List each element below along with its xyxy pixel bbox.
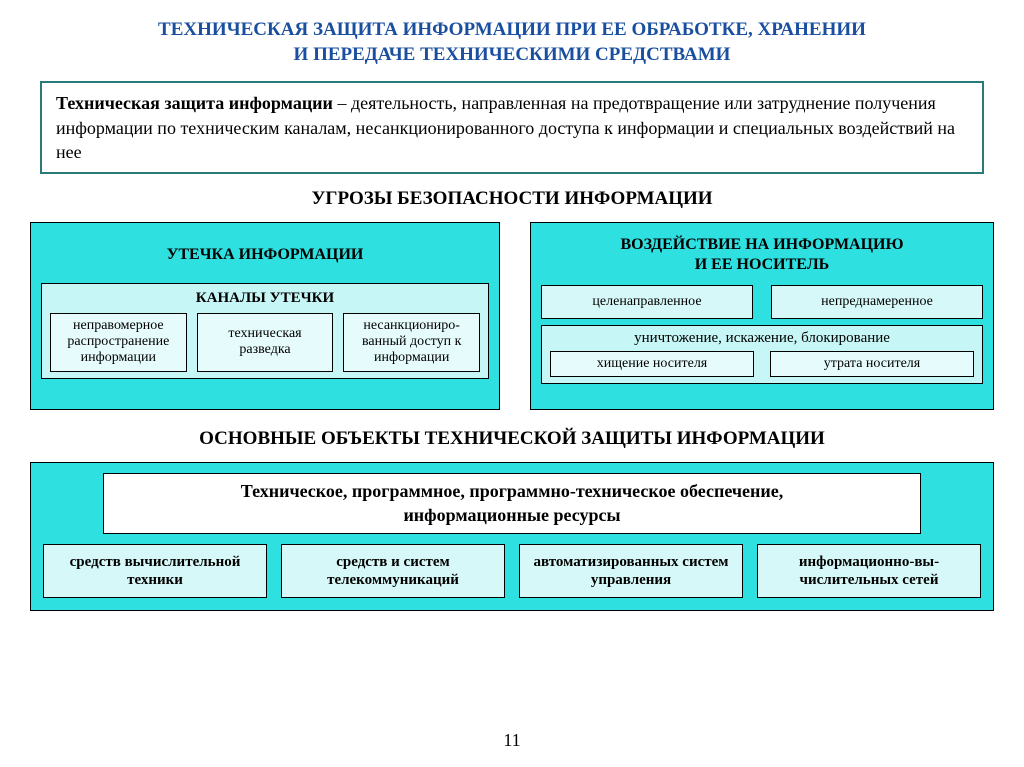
title-line-1: ТЕХНИЧЕСКАЯ ЗАЩИТА ИНФОРМАЦИИ ПРИ ЕЕ ОБР… [158,19,866,40]
impact-column: ВОЗДЕЙСТВИЕ НА ИНФОРМАЦИЮ И ЕЕ НОСИТЕЛЬ … [530,222,994,410]
impact-effects-label: уничтожение, искажение, блокирование [550,330,974,351]
objects-head-l1: Техническое, программное, программно-тех… [241,481,784,501]
leakage-items-row: неправомерное распространение информации… [50,313,480,371]
impact-type-item: непреднамеренное [771,285,983,319]
impact-title-l1: ВОЗДЕЙСТВИЕ НА ИНФОРМАЦИЮ [620,236,903,253]
impact-title: ВОЗДЕЙСТВИЕ НА ИНФОРМАЦИЮ И ЕЕ НОСИТЕЛЬ [531,229,993,285]
impact-title-l2: И ЕЕ НОСИТЕЛЬ [695,256,830,273]
object-item: автоматизированных систем управления [519,544,743,598]
object-item: средств и систем телекоммуникаций [281,544,505,598]
objects-row: средств вычислительной техники средств и… [43,544,981,598]
objects-head-box: Техническое, программное, программно-тех… [103,473,921,534]
impact-type-row: целенаправленное непреднамеренное [541,285,983,319]
objects-panel: Техническое, программное, программно-тех… [30,462,994,611]
leakage-title: УТЕЧКА ИНФОРМАЦИИ [31,229,499,283]
objects-head-l2: информационные ресурсы [403,505,620,525]
objects-heading: ОСНОВНЫЕ ОБЪЕКТЫ ТЕХНИЧЕСКОЙ ЗАЩИТЫ ИНФО… [30,428,994,450]
threats-heading: УГРОЗЫ БЕЗОПАСНОСТИ ИНФОРМАЦИИ [30,188,994,210]
object-item: средств вычислительной техники [43,544,267,598]
page-number: 11 [0,730,1024,751]
impact-carrier-item: хищение носителя [550,351,754,377]
definition-term: Техническая защита информации [56,93,333,113]
slide-title: ТЕХНИЧЕСКАЯ ЗАЩИТА ИНФОРМАЦИИ ПРИ ЕЕ ОБР… [30,18,994,67]
impact-carrier-row: хищение носителя утрата носителя [550,351,974,377]
title-line-2: И ПЕРЕДАЧЕ ТЕХНИЧЕСКИМИ СРЕДСТВАМИ [294,44,731,65]
impact-type-item: целенаправленное [541,285,753,319]
leakage-item: несанкциониро­ванный доступ к информации [343,313,480,371]
impact-effects-panel: уничтожение, искажение, блокирование хищ… [541,325,983,384]
leakage-item: неправомерное распространение информации [50,313,187,371]
impact-carrier-item: утрата носителя [770,351,974,377]
leakage-panel: УТЕЧКА ИНФОРМАЦИИ КАНАЛЫ УТЕЧКИ неправом… [30,222,500,410]
leakage-column: УТЕЧКА ИНФОРМАЦИИ КАНАЛЫ УТЕЧКИ неправом… [30,222,500,410]
definition-box: Техническая защита информации – деятельн… [40,81,984,174]
leakage-channels-title: КАНАЛЫ УТЕЧКИ [50,288,480,313]
impact-panel: ВОЗДЕЙСТВИЕ НА ИНФОРМАЦИЮ И ЕЕ НОСИТЕЛЬ … [530,222,994,410]
object-item: информационно-вы­числительных сетей [757,544,981,598]
leakage-channels-panel: КАНАЛЫ УТЕЧКИ неправомерное распростране… [41,283,489,378]
threats-grid: УТЕЧКА ИНФОРМАЦИИ КАНАЛЫ УТЕЧКИ неправом… [30,222,994,410]
leakage-item: техническая разведка [197,313,334,371]
